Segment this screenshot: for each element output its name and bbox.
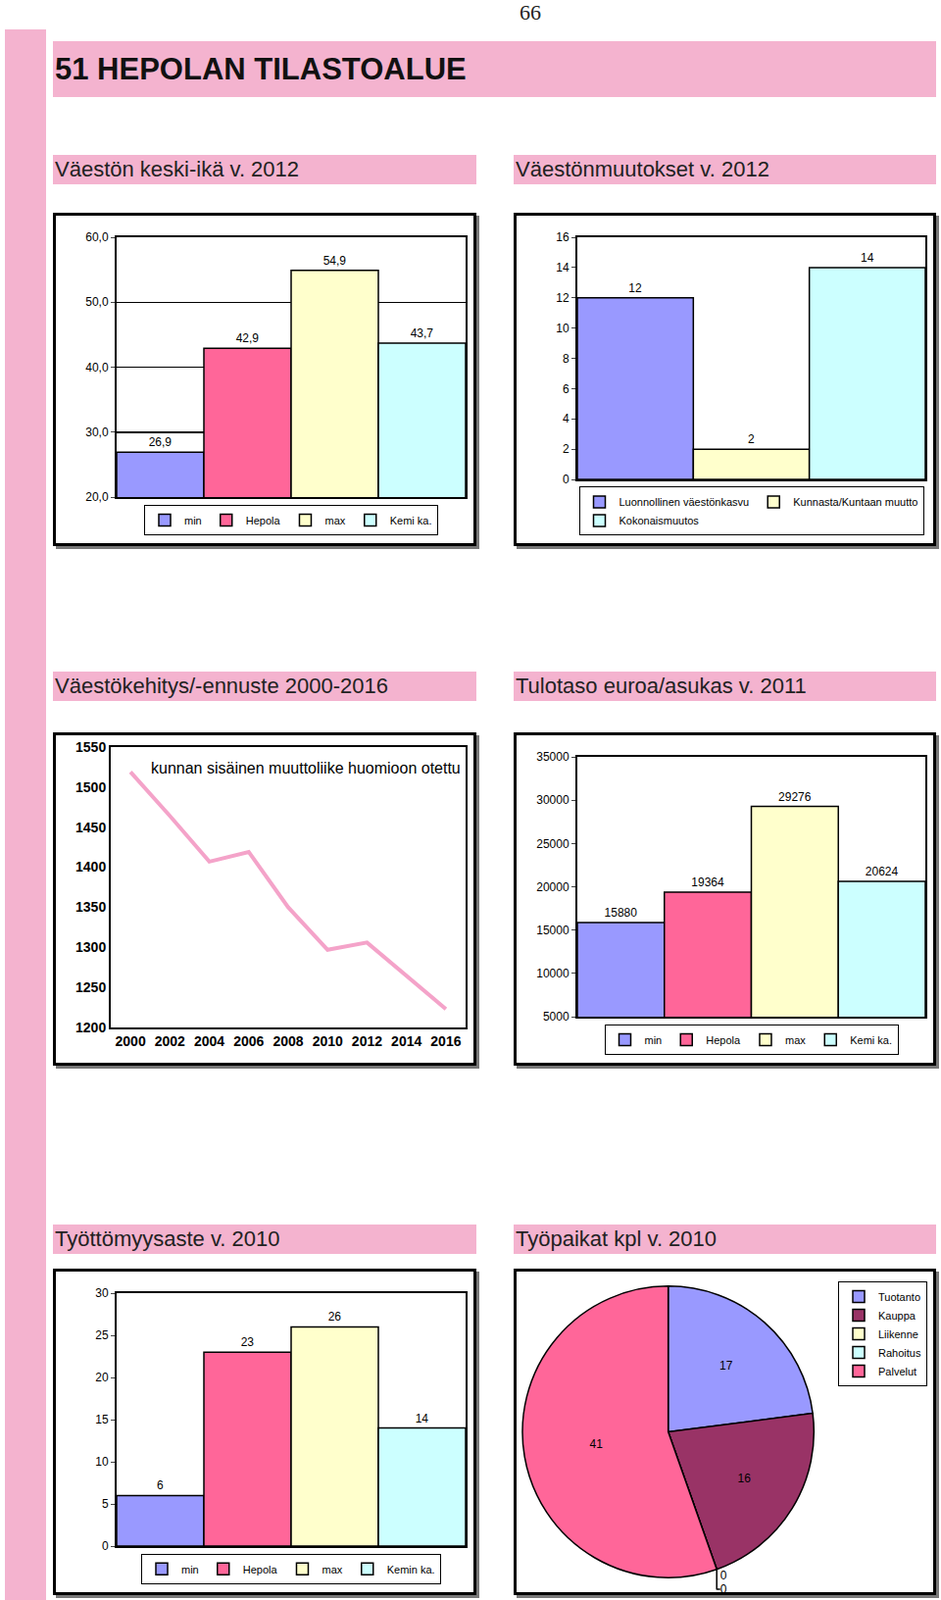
svg-text:Hepola: Hepola: [246, 514, 282, 527]
html-text:66: 66: [519, 0, 542, 25]
svg-text:10: 10: [555, 321, 570, 336]
svg-text:50,0: 50,0: [85, 295, 109, 309]
svg-text:15880: 15880: [604, 905, 639, 920]
svg-text:20: 20: [95, 1370, 109, 1385]
svg-text:1450: 1450: [75, 819, 106, 836]
svg-text:30,0: 30,0: [85, 425, 109, 440]
svg-text:10: 10: [95, 1454, 109, 1469]
svg-text:Rahoitus: Rahoitus: [878, 1346, 922, 1359]
svg-text:Luonnollinen väestönkasvu: Luonnollinen väestönkasvu: [619, 495, 750, 508]
svg-text:Kemin ka.: Kemin ka.: [387, 1563, 436, 1576]
svg-text:35000: 35000: [536, 749, 570, 764]
svg-text:30000: 30000: [536, 792, 570, 807]
svg-text:1300: 1300: [75, 939, 106, 955]
svg-text:12: 12: [628, 281, 643, 296]
svg-text:23: 23: [241, 1335, 255, 1349]
svg-text:0: 0: [101, 1538, 109, 1553]
svg-text:Kemi ka.: Kemi ka.: [849, 1034, 892, 1046]
svg-text:26: 26: [328, 1309, 343, 1324]
svg-text:2006: 2006: [233, 1033, 264, 1049]
svg-text:26,9: 26,9: [148, 435, 173, 449]
svg-text:1350: 1350: [75, 898, 106, 915]
svg-text:2008: 2008: [272, 1033, 303, 1049]
svg-text:16: 16: [555, 230, 570, 245]
svg-text:25000: 25000: [536, 837, 570, 851]
svg-text:40,0: 40,0: [85, 360, 109, 375]
html-text:Väestönmuutokset v. 2012: Väestönmuutokset v. 2012: [515, 156, 770, 182]
svg-text:1200: 1200: [75, 1019, 106, 1036]
svg-text:8: 8: [562, 351, 570, 366]
svg-text:2: 2: [562, 442, 570, 456]
svg-text:max: max: [324, 514, 346, 527]
svg-text:42,9: 42,9: [236, 331, 260, 346]
svg-text:2014: 2014: [391, 1033, 422, 1049]
svg-text:6: 6: [562, 382, 570, 397]
svg-text:2016: 2016: [430, 1033, 461, 1049]
svg-text:43,7: 43,7: [410, 326, 435, 341]
svg-text:14: 14: [555, 260, 570, 275]
svg-text:14: 14: [860, 250, 875, 265]
html-text:Väestökehitys/-ennuste 2000-20: Väestökehitys/-ennuste 2000-2016: [54, 673, 389, 698]
svg-text:max: max: [321, 1563, 343, 1576]
svg-text:4: 4: [562, 411, 570, 426]
svg-text:2010: 2010: [312, 1033, 344, 1049]
svg-text:Kunnasta/Kuntaan muutto: Kunnasta/Kuntaan muutto: [792, 495, 918, 508]
svg-text:20,0: 20,0: [85, 490, 109, 504]
svg-text:6: 6: [156, 1478, 164, 1492]
svg-text:Kokonaismuutos: Kokonaismuutos: [619, 514, 700, 527]
svg-text:2000: 2000: [115, 1033, 147, 1049]
html-text:Tulotaso euroa/asukas v. 2011: Tulotaso euroa/asukas v. 2011: [515, 673, 807, 698]
svg-text:Hepola: Hepola: [705, 1034, 742, 1046]
svg-text:2012: 2012: [351, 1033, 383, 1049]
svg-text:Hepola: Hepola: [243, 1563, 279, 1576]
svg-text:12: 12: [555, 291, 570, 305]
svg-text:15: 15: [95, 1412, 109, 1427]
svg-text:20000: 20000: [536, 880, 570, 894]
svg-text:54,9: 54,9: [323, 253, 347, 268]
svg-text:30: 30: [95, 1286, 109, 1300]
svg-text:Palvelut: Palvelut: [878, 1365, 917, 1378]
svg-text:15000: 15000: [536, 923, 570, 938]
svg-text:Kauppa: Kauppa: [878, 1309, 917, 1322]
svg-text:Liikenne: Liikenne: [878, 1328, 919, 1340]
html-text:Väestön keski-ikä v. 2012: Väestön keski-ikä v. 2012: [54, 156, 300, 182]
svg-text:0: 0: [562, 472, 570, 487]
svg-text:1550: 1550: [75, 739, 106, 755]
svg-text:41: 41: [590, 1436, 604, 1451]
svg-text:1250: 1250: [75, 979, 106, 995]
svg-text:1500: 1500: [75, 779, 106, 795]
html-text:Työpaikat kpl v. 2010: Työpaikat kpl v. 2010: [515, 1226, 717, 1251]
svg-text:20624: 20624: [865, 864, 899, 879]
svg-text:max: max: [785, 1034, 806, 1046]
svg-text:16: 16: [738, 1471, 752, 1486]
svg-text:min: min: [644, 1034, 663, 1046]
svg-text:10000: 10000: [536, 966, 570, 981]
svg-text:2002: 2002: [154, 1033, 186, 1049]
svg-text:1400: 1400: [75, 858, 106, 875]
html-text:51 HEPOLAN TILASTOALUE: 51 HEPOLAN TILASTOALUE: [54, 51, 467, 87]
svg-text:60,0: 60,0: [85, 230, 109, 245]
svg-text:min: min: [184, 514, 202, 527]
svg-text:2: 2: [747, 432, 755, 446]
svg-text:kunnan sisäinen muuttoliike hu: kunnan sisäinen muuttoliike huomioon ote…: [150, 759, 461, 777]
html-text:Työttömyysaste v. 2010: Työttömyysaste v. 2010: [54, 1226, 280, 1251]
svg-text:19364: 19364: [691, 875, 725, 890]
svg-text:2004: 2004: [194, 1033, 225, 1049]
svg-text:Kemi ka.: Kemi ka.: [390, 514, 433, 527]
svg-text:17: 17: [719, 1358, 734, 1373]
svg-text:Tuotanto: Tuotanto: [878, 1290, 921, 1303]
svg-text:29276: 29276: [778, 790, 812, 804]
svg-text:25: 25: [95, 1328, 109, 1342]
svg-text:0: 0: [720, 1582, 728, 1592]
svg-text:14: 14: [415, 1411, 430, 1426]
svg-text:5: 5: [101, 1496, 109, 1511]
svg-text:min: min: [181, 1563, 199, 1576]
svg-text:0: 0: [720, 1568, 728, 1583]
svg-text:5000: 5000: [543, 1009, 570, 1024]
